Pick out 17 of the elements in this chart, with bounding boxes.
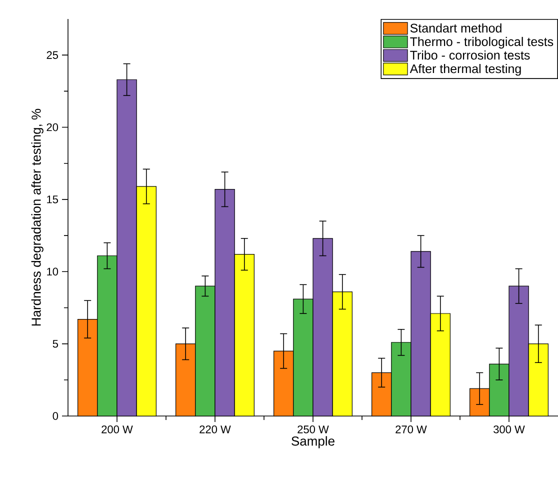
x-axis-title: Sample: [292, 436, 334, 448]
x-tick-label: 250 W: [298, 426, 329, 434]
legend-label: Thermo - tribological tests: [410, 36, 554, 49]
y-tick-label: 0: [52, 412, 58, 420]
x-tick-label: 270 W: [396, 426, 427, 434]
x-tick-label: 300 W: [494, 426, 525, 434]
x-tick-label: 220 W: [200, 426, 231, 434]
y-tick-label: 10: [47, 268, 58, 276]
y-tick-label: 5: [52, 340, 58, 348]
y-tick-label: 15: [47, 196, 58, 204]
x-tick-label: 200 W: [102, 426, 133, 434]
legend-label: Standart method: [410, 23, 502, 33]
y-tick-label: 25: [46, 51, 58, 59]
y-axis-title: Hardness degradation after testing, %: [31, 108, 44, 326]
y-tick-label: 20: [46, 123, 58, 132]
legend-label: After thermal testing: [410, 64, 521, 76]
legend-label: Tribo - corrosion tests: [410, 50, 530, 60]
